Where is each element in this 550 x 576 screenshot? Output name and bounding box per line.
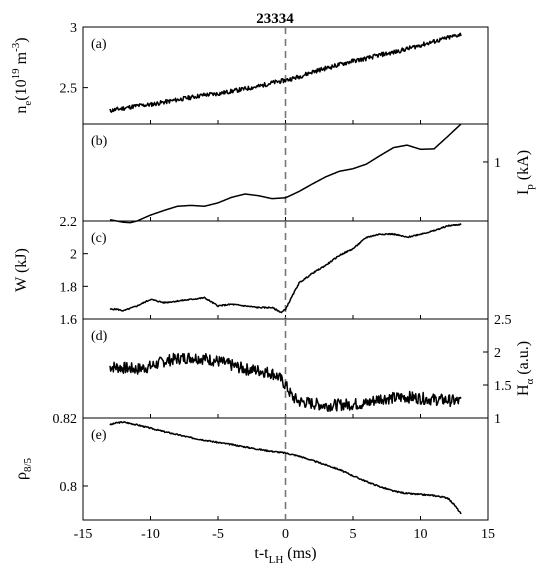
panel-e-ytick-label: 0.8 <box>60 480 78 495</box>
panel-d-ytick-label: 2 <box>494 346 501 361</box>
x-tick-label: 10 <box>414 527 428 542</box>
panel-d: (d)11.522.5Hα (a.u.) <box>82 313 536 427</box>
panel-a-ytick-label: 3 <box>70 21 77 36</box>
panel-e-ylabel: ρ8/5 <box>13 457 34 480</box>
figure-title: 23334 <box>256 11 294 27</box>
panel-c: (c) 1.6 1.8 2 2.2 W (kJ) <box>13 215 489 328</box>
x-axis-label-part: t-t <box>254 545 269 562</box>
panel-a-ylabel-part: (10 <box>13 79 30 100</box>
panel-c-ylabel-part: W <box>13 276 30 292</box>
panel-c-tag: (c) <box>91 231 107 246</box>
panel-d-ylabel-part: (a.u.) <box>515 341 532 379</box>
panel-a-trace <box>109 32 462 113</box>
panel-a-ylabel-part: n <box>13 106 30 114</box>
panel-c-ytick-label: 2.2 <box>60 215 78 230</box>
panel-e-ylabel-part: 8/5 <box>22 457 34 472</box>
panel-a: (a) 2.5 3 ne(1019 m-3) <box>10 21 489 125</box>
panel-a-ylabel-part: 19 <box>10 68 22 80</box>
x-axis-label-sub: LH <box>269 554 284 566</box>
panel-c-trace <box>109 223 462 314</box>
panel-b-ylabel-part: I <box>515 190 532 195</box>
panel-c-ytick-label: 1.8 <box>60 280 78 295</box>
x-tick-label: 5 <box>350 527 357 542</box>
x-axis-label-unit: (ms) <box>283 545 316 562</box>
panel-e-trace <box>109 421 462 515</box>
panel-d-ylabel: Hα (a.u.) <box>515 341 536 396</box>
x-axis: -15 -10 -5 0 5 10 15 t-tLH (ms) <box>74 527 495 566</box>
panel-c-ytick-label: 1.6 <box>60 313 78 328</box>
panel-b: (b) 1 Ip (kA) <box>82 123 536 224</box>
panel-b-trace <box>109 123 462 224</box>
x-tick-label: -15 <box>74 527 93 542</box>
panel-c-ytick-label: 2 <box>70 248 77 263</box>
panel-d-ytick-label: 1.5 <box>494 379 512 394</box>
panel-d-ylabel-part: H <box>515 384 532 396</box>
x-tick-label: 0 <box>282 527 289 542</box>
x-axis-label: t-tLH (ms) <box>254 545 316 566</box>
panel-e-tag: (e) <box>91 428 107 443</box>
panel-b-ytick-label: 1 <box>494 156 501 171</box>
x-tick-label: -10 <box>141 527 160 542</box>
panel-a-tag: (a) <box>91 37 107 52</box>
panel-a-ylabel-part: e <box>22 101 34 106</box>
panel-stack: (a) 2.5 3 ne(1019 m-3) (b) 1 Ip (kA) (c) 1.6 1.8 2… <box>10 21 536 521</box>
x-tick-label: 15 <box>481 527 495 542</box>
panel-d-ytick-label: 2.5 <box>494 313 512 328</box>
panel-a-ylabel-part: -3 <box>10 42 22 52</box>
panel-a-ylabel-part: ) <box>13 37 30 42</box>
panel-e-ytick-label: 0.82 <box>53 412 78 427</box>
panel-d-trace <box>109 352 462 413</box>
panel-a-ytick-label: 2.5 <box>60 82 78 97</box>
panel-d-ytick-label: 1 <box>494 412 501 427</box>
panel-a-ylabel: ne(1019 m-3) <box>10 37 34 113</box>
panel-b-ylabel-part: (kA) <box>515 150 532 184</box>
panel-b-ylabel: Ip (kA) <box>515 150 536 195</box>
panel-b-ylabel-part: p <box>524 184 536 190</box>
panel-b-tag: (b) <box>91 134 108 149</box>
panel-d-tag: (d) <box>91 329 108 344</box>
panel-a-ylabel-part: m <box>13 51 30 68</box>
panel-c-ylabel: W (kJ) <box>13 248 30 292</box>
panel-d-ylabel-part: α <box>524 378 536 384</box>
x-tick-label: -5 <box>212 527 224 542</box>
panel-e: (e) 0.8 0.82 ρ8/5 <box>13 412 489 521</box>
panel-c-ylabel-part: (kJ) <box>13 248 30 277</box>
panel-e-ylabel-part: ρ <box>13 472 30 480</box>
